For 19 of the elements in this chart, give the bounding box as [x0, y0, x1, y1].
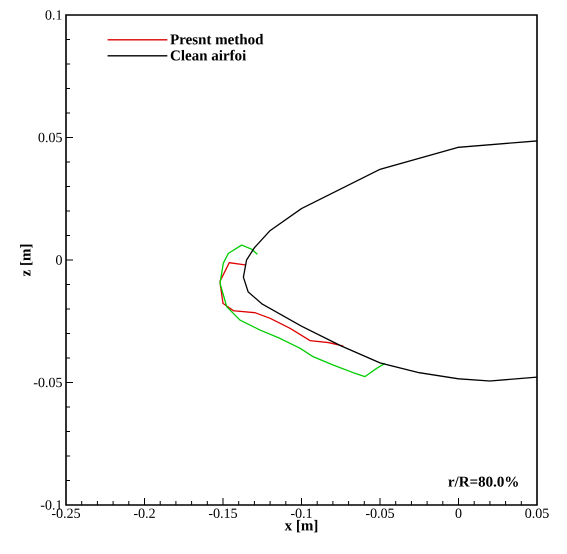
- x-tick-label: -0.2: [134, 508, 155, 518]
- x-tick-label: 0.05: [525, 508, 549, 518]
- x-tick-label: -0.25: [52, 508, 80, 518]
- y-tick-label: 0.1: [46, 10, 62, 20]
- x-tick-label: -0.05: [366, 508, 394, 518]
- y-tick-label: -0.1: [40, 500, 62, 510]
- annotation: r/R=80.0%: [448, 476, 518, 487]
- legend-label: Presnt method: [170, 34, 264, 44]
- y-axis-title: z [m]: [20, 244, 32, 276]
- line-series: [219, 244, 386, 378]
- legend-label: Clean airfoi: [170, 50, 246, 61]
- x-tick-label: -0.1: [290, 508, 312, 518]
- y-tick-label: 0.05: [38, 132, 62, 142]
- x-tick-label: 0: [456, 508, 462, 518]
- y-tick-label: -0.05: [34, 378, 62, 388]
- y-tick-label: 0: [56, 255, 62, 265]
- x-axis-title: x [m]: [284, 520, 318, 532]
- x-tick-label: -0.15: [208, 508, 238, 518]
- line-series: [219, 262, 344, 347]
